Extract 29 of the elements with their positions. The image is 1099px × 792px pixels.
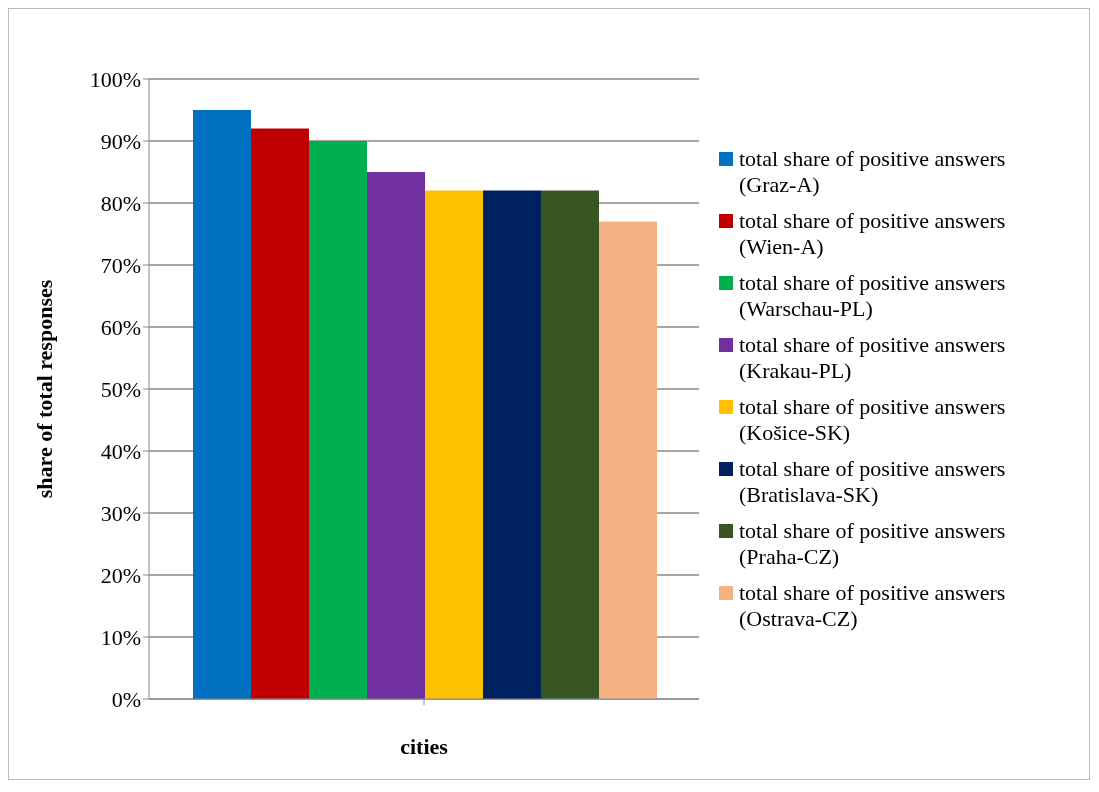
y-tick-label: 50%: [100, 376, 141, 402]
y-tick-label: 70%: [100, 252, 141, 278]
bar: [483, 190, 541, 699]
y-tick-label: 60%: [100, 314, 141, 340]
y-axis-title: share of total responses: [31, 279, 57, 499]
legend-label: total share of positive answers (Graz-A): [739, 146, 1007, 198]
legend-label: total share of positive answers (Košice-SK): [739, 394, 1007, 446]
bar: [193, 110, 251, 699]
legend-label: total share of positive answers (Wien-A): [739, 208, 1007, 260]
y-tick-label: 10%: [100, 624, 141, 650]
x-axis-title: cities: [400, 734, 449, 759]
legend-label: total share of positive answers (Praha-CZ): [739, 518, 1007, 570]
y-tick-label: 0%: [111, 686, 141, 712]
bar: [309, 141, 367, 699]
bar: [367, 172, 425, 699]
legend-label: total share of positive answers (Warschau-PL): [739, 270, 1007, 322]
y-tick-label: 40%: [100, 438, 141, 464]
y-tick-label: 30%: [100, 500, 141, 526]
legend-label: total share of positive answers (Krakau-PL): [739, 332, 1007, 384]
legend-label: total share of positive answers (Ostrava-CZ): [739, 580, 1007, 632]
y-tick-label: 20%: [100, 562, 141, 588]
y-tick-label: 90%: [100, 128, 141, 154]
bar: [599, 221, 657, 699]
legend-label: total share of positive answers (Bratislava-SK): [739, 456, 1007, 508]
bar: [425, 190, 483, 699]
y-tick-label: 80%: [100, 190, 141, 216]
bar: [251, 128, 309, 699]
y-tick-label: 100%: [89, 66, 141, 92]
bar: [541, 190, 599, 699]
